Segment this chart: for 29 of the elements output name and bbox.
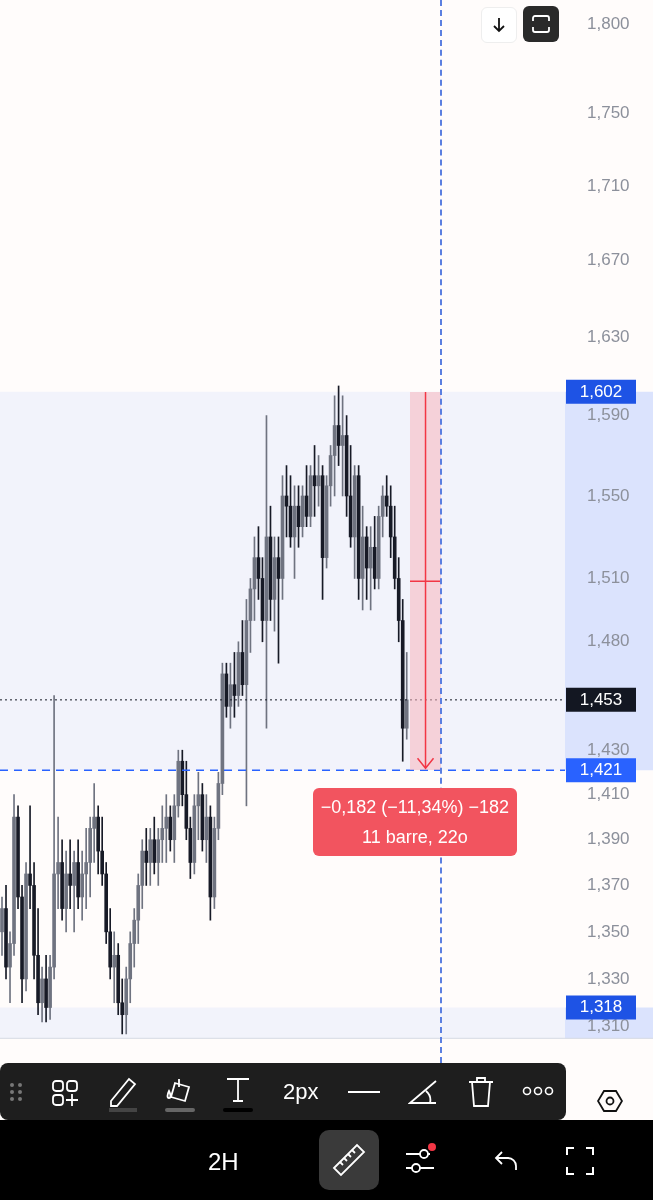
y-tick-label: 1,670 bbox=[587, 250, 630, 270]
candlestick bbox=[112, 931, 117, 1004]
y-tick-label: 1,410 bbox=[587, 784, 630, 804]
y-tick-label: 1,310 bbox=[587, 1016, 630, 1036]
text: 2px bbox=[283, 1079, 319, 1105]
ref-line-label: 1,421 bbox=[579, 759, 623, 779]
y-tick-label: 1,800 bbox=[587, 13, 630, 33]
ref-line-label: 1,453 bbox=[579, 689, 623, 709]
annotation: 11 barre, 22o bbox=[361, 826, 469, 850]
y-tick-label: 1,370 bbox=[587, 875, 630, 895]
y-tick-label: 1,480 bbox=[587, 631, 630, 651]
y-tick-label: 1,510 bbox=[587, 568, 630, 588]
measure-label: −0,182 (−11,34%) −182 11 barre, 22o bbox=[312, 788, 518, 857]
band-label: 1,318 bbox=[579, 997, 623, 1017]
candlestick bbox=[68, 839, 72, 909]
candlestick bbox=[144, 828, 149, 886]
annotation: −0,182 (−11,34%) −182 bbox=[320, 796, 510, 820]
y-tick-label: 1,390 bbox=[587, 829, 630, 849]
y-tick-label: 1,630 bbox=[587, 326, 630, 346]
candlestick bbox=[164, 794, 169, 863]
band-label: 1,602 bbox=[579, 381, 623, 401]
y-tick-label: 1,710 bbox=[587, 175, 630, 195]
y-tick-label: 1,550 bbox=[587, 485, 630, 505]
y-tick-label: 1,330 bbox=[587, 968, 630, 988]
y-tick-label: 1,430 bbox=[587, 739, 630, 759]
y-tick-label: 1,350 bbox=[587, 921, 630, 941]
text: 2H bbox=[208, 1148, 239, 1176]
y-tick-label: 1,750 bbox=[587, 102, 630, 122]
y-tick-label: 1,590 bbox=[587, 405, 630, 425]
